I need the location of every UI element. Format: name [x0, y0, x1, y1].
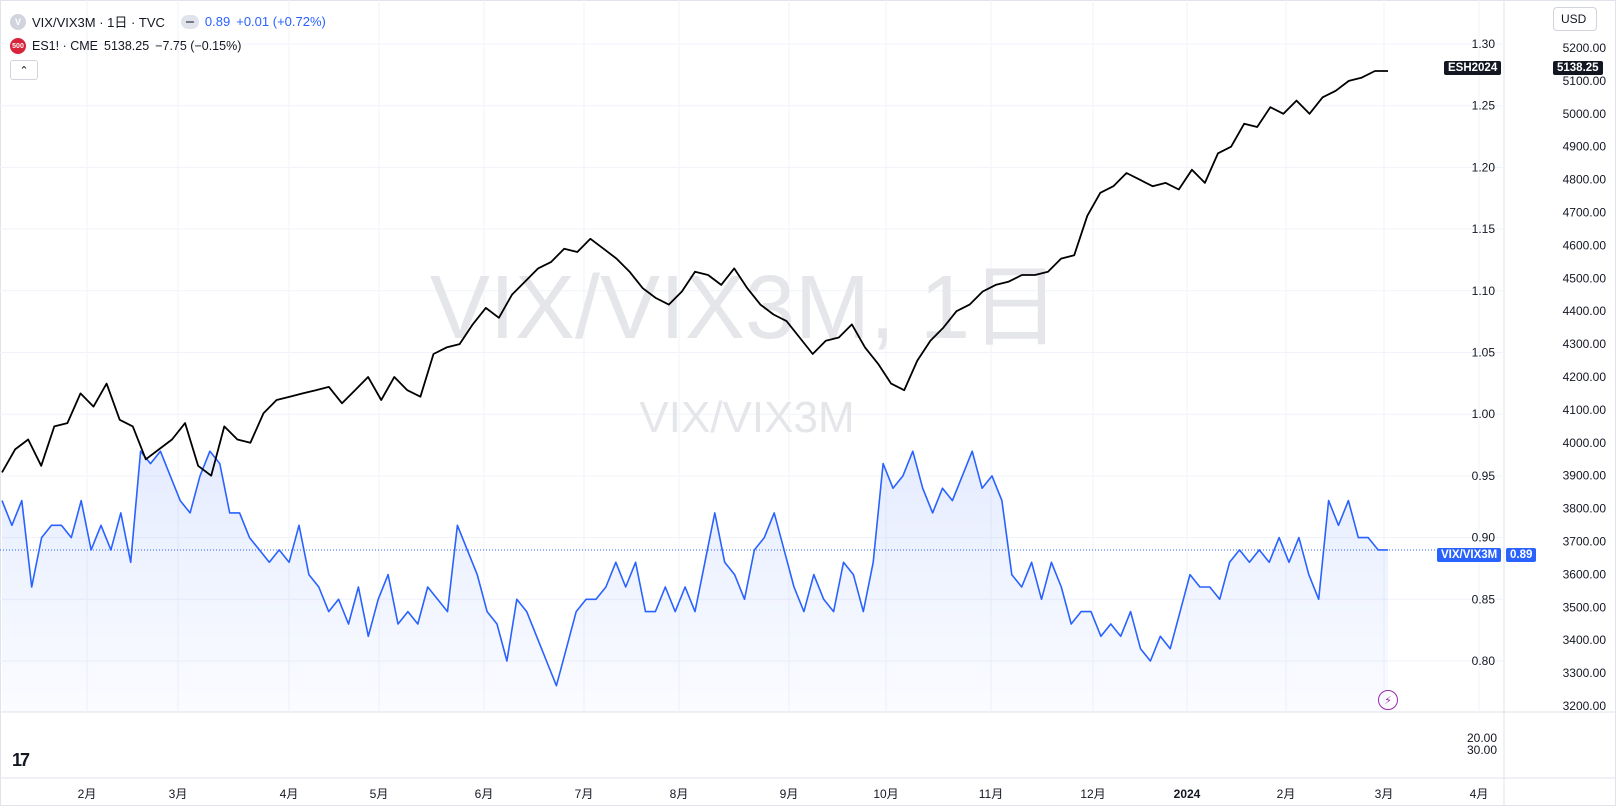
left-axis-tick-label: 1.20: [1472, 160, 1496, 174]
right-axis-tick-label: 3800.00: [1563, 502, 1607, 516]
right-axis-tick-label: 4000.00: [1563, 436, 1607, 450]
x-axis-tick-label: 4月: [1470, 787, 1489, 801]
lower-pane-tick-label: 20.00: [1467, 731, 1497, 745]
right-axis-tick-label: 5100.00: [1563, 74, 1607, 88]
right-axis-tick-label: 4800.00: [1563, 173, 1607, 187]
es-price-tag: 5138.25: [1553, 61, 1603, 75]
legend-compare-value: 5138.25: [104, 39, 150, 53]
left-axis-tick-label: 0.90: [1472, 531, 1496, 545]
legend-main-symbol[interactable]: VIX/VIX3M · 1日 · TVC: [32, 15, 165, 30]
x-axis-tick-label: 2024: [1174, 787, 1201, 801]
x-axis-tick-label: 9月: [780, 787, 799, 801]
right-axis-tick-label: 3200.00: [1563, 699, 1607, 713]
vix-symbol-icon: V: [10, 13, 26, 30]
x-axis-tick-label: 10月: [873, 787, 898, 801]
axes: 1.30 1.25 1.20 1.15 1.10 1.05 1.00 0.95 0.90 0.85…: [78, 37, 1607, 801]
lower-pane-tick-label: 30.00: [1467, 743, 1497, 757]
legend-main[interactable]: V VIX/VIX3M · 1日 · TVC 0.89 +0.01 (+0.72…: [10, 12, 326, 31]
vix-series-tag: VIX/VIX3M: [1437, 548, 1502, 562]
left-axis-tick-label: 0.80: [1472, 654, 1496, 668]
watermark-large: VIX/VIX3M, 1日: [430, 258, 1060, 358]
series-lines: [0, 70, 1450, 687]
legend-main-value: 0.89: [204, 14, 231, 29]
legend-main-change: +0.01 (+0.72%): [236, 14, 326, 29]
left-axis-tick-label: 1.25: [1472, 99, 1496, 113]
sp500-symbol-icon: 500: [10, 38, 26, 54]
minimize-icon[interactable]: [180, 14, 199, 29]
right-axis-tick-label: 5000.00: [1563, 107, 1607, 121]
right-axis-tick-label: 4600.00: [1563, 238, 1607, 252]
vix-price-tag: 0.89: [1506, 548, 1537, 562]
legend-compare[interactable]: 500 ES1! · CME 5138.25 −7.75 (−0.15%): [10, 38, 241, 54]
x-axis-tick-label: 3月: [1375, 787, 1394, 801]
left-axis-tick-label: 1.05: [1472, 346, 1496, 360]
watermark-small: VIX/VIX3M: [639, 393, 854, 442]
x-axis-tick-label: 3月: [169, 787, 188, 801]
right-axis-tick-label: 4100.00: [1563, 403, 1607, 417]
lightning-icon[interactable]: ⚡: [1378, 690, 1398, 710]
vix-area: [2, 451, 1388, 712]
x-axis-tick-label: 12月: [1080, 787, 1105, 801]
right-axis-tick-label: 5200.00: [1563, 41, 1607, 55]
x-axis-tick-label: 7月: [575, 787, 594, 801]
legend-compare-symbol[interactable]: ES1! · CME: [32, 39, 98, 53]
x-axis-tick-label: 11月: [979, 787, 1003, 801]
es-series-tag: ESH2024: [1444, 61, 1502, 75]
left-axis-tick-label: 1.15: [1472, 222, 1496, 236]
x-axis-tick-label: 5月: [370, 787, 389, 801]
right-axis-tick-label: 4500.00: [1563, 271, 1607, 285]
right-axis-tick-label: 3700.00: [1563, 535, 1607, 549]
currency-label: USD: [1561, 12, 1587, 26]
es-series-line: [1, 70, 1388, 477]
x-axis-tick-label: 4月: [280, 787, 299, 801]
vix-area-fill: [2, 451, 1388, 712]
x-axis-tick-label: 2月: [1277, 787, 1296, 801]
left-axis-tick-label: 1.00: [1472, 407, 1496, 421]
tradingview-logo[interactable]: 17: [12, 750, 30, 770]
left-axis-tick-label: 0.85: [1472, 592, 1496, 606]
x-axis-tick-label: 8月: [670, 787, 689, 801]
right-axis-tick-label: 4400.00: [1563, 304, 1607, 318]
left-axis-tick-label: 0.95: [1472, 469, 1496, 483]
right-axis-tick-label: 3600.00: [1563, 567, 1607, 581]
right-axis-tick-label: 3500.00: [1563, 600, 1607, 614]
right-axis-tick-label: 4900.00: [1563, 140, 1607, 154]
chevron-up-icon: ⌃: [19, 64, 29, 77]
right-axis-tick-label: 4200.00: [1563, 370, 1607, 384]
currency-button[interactable]: USD: [1553, 7, 1597, 31]
x-axis-tick-label: 6月: [475, 787, 494, 801]
x-axis-tick-label: 2月: [78, 787, 97, 801]
collapse-legend-button[interactable]: ⌃: [10, 60, 38, 80]
right-axis-tick-label: 3300.00: [1563, 666, 1607, 680]
vix-series-line: [1, 450, 1388, 687]
left-axis-tick-label: 1.30: [1472, 37, 1496, 51]
left-axis-tick-label: 1.10: [1472, 284, 1496, 298]
right-axis-tick-label: 3400.00: [1563, 633, 1607, 647]
right-axis-tick-label: 4300.00: [1563, 337, 1607, 351]
right-axis-tick-label: 3900.00: [1563, 469, 1607, 483]
legend-compare-change: −7.75 (−0.15%): [155, 39, 242, 53]
right-axis-tick-label: 4700.00: [1563, 206, 1607, 220]
